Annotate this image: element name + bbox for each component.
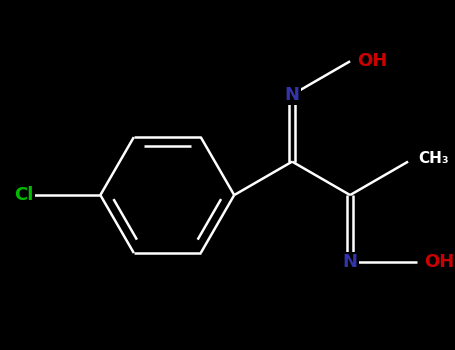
Text: OH: OH — [424, 253, 454, 271]
Text: CH₃: CH₃ — [418, 151, 449, 166]
Text: OH: OH — [357, 52, 387, 70]
Text: N: N — [343, 253, 358, 271]
Text: Cl: Cl — [14, 186, 34, 204]
Text: N: N — [285, 86, 300, 104]
